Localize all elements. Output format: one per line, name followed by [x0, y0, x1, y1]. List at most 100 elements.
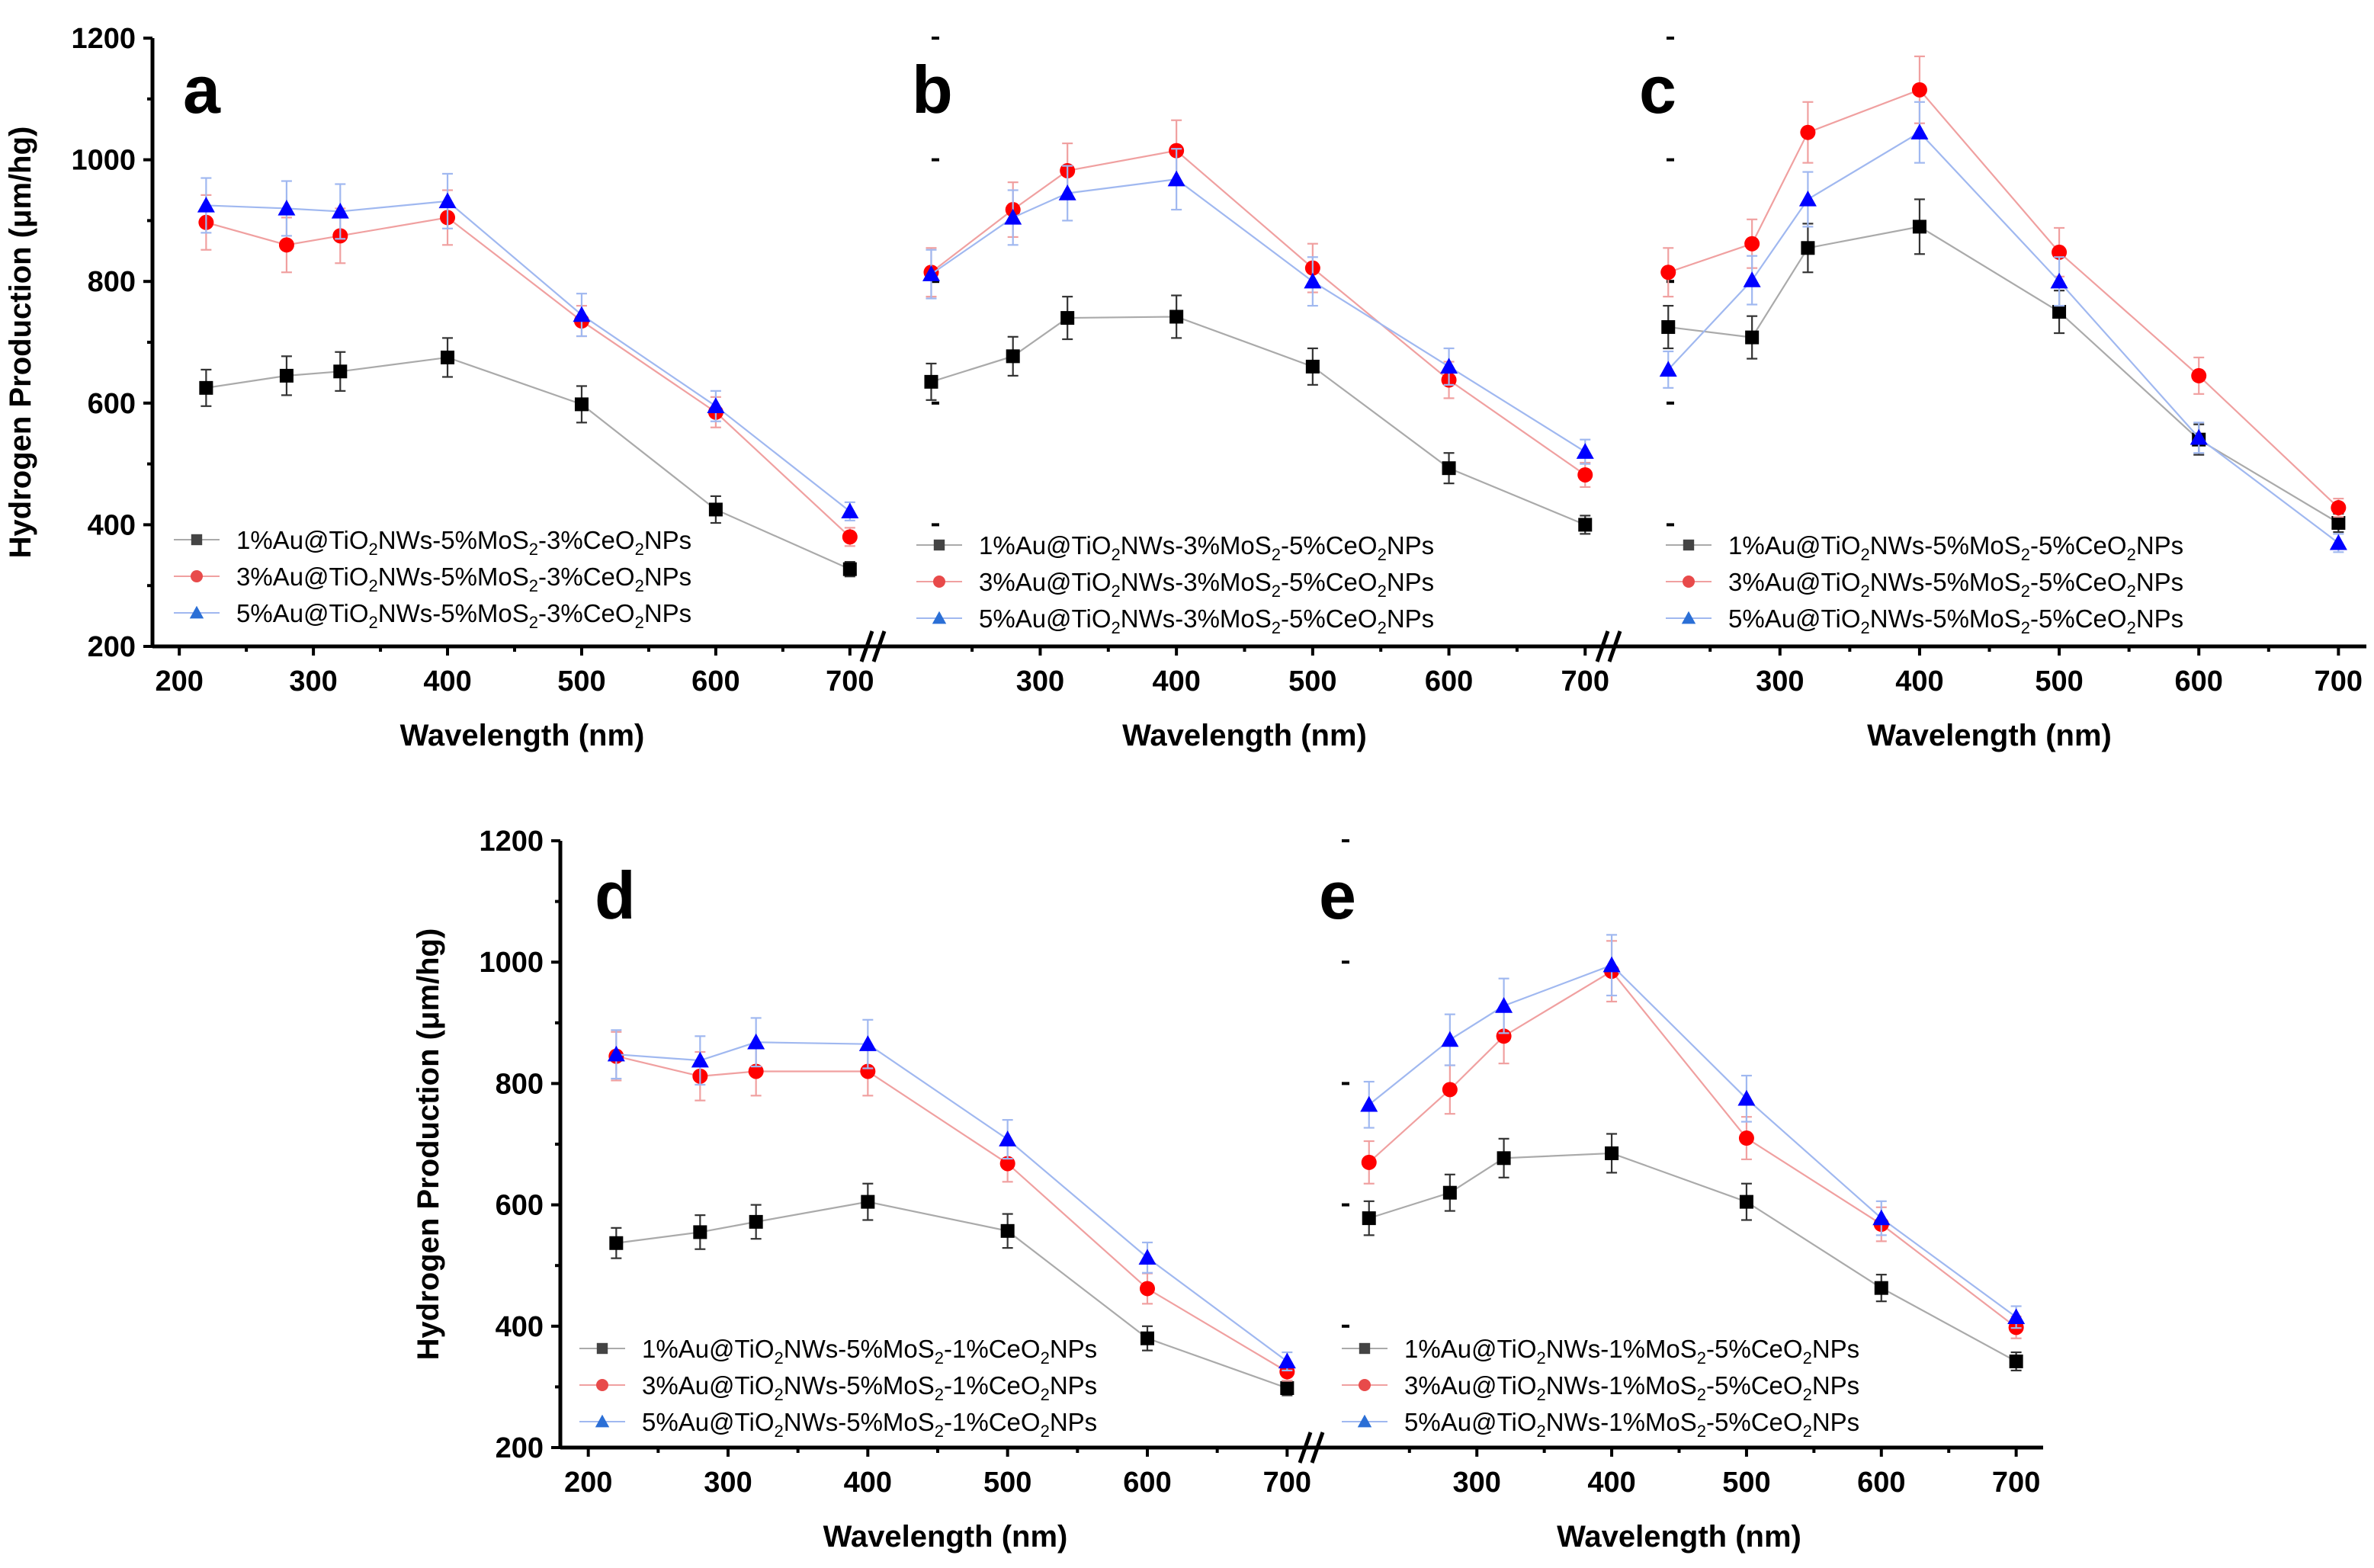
y-tick-label: 1000 [71, 145, 136, 177]
legend-label: 1%Au@TiO2NWs-5%MoS2-3%CeO2NPs [236, 526, 691, 559]
legend-label: 5%Au@TiO2NWs-5%MoS2-3%CeO2NPs [236, 599, 691, 632]
x-tick-label: 600 [1123, 1467, 1171, 1499]
data-point [1442, 461, 1456, 476]
x-tick-label: 300 [1453, 1467, 1501, 1499]
series-line [931, 316, 1586, 526]
series-line [1667, 88, 2340, 508]
x-tick-label: 300 [1756, 665, 1804, 697]
data-point [279, 368, 294, 383]
legend-entry: 1%Au@TiO2NWs-5%MoS2-3%CeO2NPs [174, 526, 691, 559]
x-tick-label: 400 [1895, 665, 1943, 697]
data-point [1872, 1209, 1891, 1226]
legend-entry: 1%Au@TiO2NWs-5%MoS2-1%CeO2NPs [579, 1335, 1097, 1368]
legend-label: 3%Au@TiO2NWs-1%MoS2-5%CeO2NPs [1404, 1371, 1859, 1404]
data-point [574, 397, 589, 412]
data-point [693, 1225, 707, 1239]
panel-letter: c [1639, 52, 1676, 127]
x-tick-label: 700 [2315, 665, 2363, 697]
x-tick-label: 500 [557, 665, 605, 697]
series-square [924, 294, 1593, 535]
data-point [1360, 1095, 1378, 1112]
data-point [278, 199, 296, 216]
legend-marker [1359, 1342, 1371, 1355]
x-tick-label: 700 [1263, 1467, 1311, 1499]
x-tick-label: 700 [826, 665, 874, 697]
y-tick-label: 1000 [479, 947, 544, 979]
series-line [1368, 1152, 2017, 1362]
x-tick-label: 600 [2175, 665, 2223, 697]
legend-marker [933, 576, 945, 588]
data-point [1280, 1380, 1294, 1395]
y-axis-title: Hydrogen Production (μm/hg) [4, 127, 37, 559]
data-point [749, 1214, 763, 1229]
data-point [1739, 1194, 1753, 1209]
legend-label: 3%Au@TiO2NWs-5%MoS2-5%CeO2NPs [1728, 568, 2183, 601]
series-triangle [1659, 101, 2347, 553]
x-tick-label: 400 [1587, 1467, 1635, 1499]
data-point [1798, 190, 1817, 207]
legend-entry: 3%Au@TiO2NWs-5%MoS2-1%CeO2NPs [579, 1371, 1097, 1404]
y-tick-label: 600 [496, 1190, 544, 1222]
legend-marker [1683, 539, 1695, 551]
series-circle [608, 1031, 1295, 1382]
axis-break-mark [859, 630, 874, 662]
panel-letter: d [595, 858, 636, 933]
x-tick-label: 500 [1288, 665, 1336, 697]
y-tick-label: 400 [496, 1311, 544, 1343]
series-circle [923, 119, 1593, 489]
legend-entry: 1%Au@TiO2NWs-5%MoS2-5%CeO2NPs [1666, 531, 2183, 564]
data-point [197, 196, 215, 213]
series-line [1667, 131, 2340, 544]
y-axis-title: Hydrogen Production (μm/hg) [412, 928, 445, 1361]
panel-e: 300 400 500 600 700 Wavelength (nm) e 1%Au@TiO2… [1315, 839, 2043, 1554]
data-point [2331, 500, 2347, 516]
data-point [2009, 1354, 2023, 1368]
data-point [999, 1156, 1015, 1172]
legend-marker [595, 1414, 610, 1428]
series-square [1661, 198, 2346, 534]
data-point [1060, 311, 1075, 325]
legend-entry: 3%Au@TiO2NWs-3%MoS2-5%CeO2NPs [916, 568, 1434, 601]
series-line [930, 149, 1586, 476]
data-point [842, 562, 857, 576]
series-line [616, 1055, 1288, 1373]
legend-entry: 3%Au@TiO2NWs-1%MoS2-5%CeO2NPs [1342, 1371, 1859, 1404]
x-axis-title: Wavelength (nm) [823, 1520, 1068, 1554]
legend-marker [1357, 1414, 1372, 1428]
legend-label: 5%Au@TiO2NWs-3%MoS2-5%CeO2NPs [979, 604, 1434, 637]
series-line [206, 200, 851, 512]
data-point [1495, 997, 1513, 1013]
data-point [1874, 1281, 1888, 1295]
series-line [206, 216, 851, 538]
data-point [2190, 428, 2208, 445]
legend-label: 3%Au@TiO2NWs-3%MoS2-5%CeO2NPs [979, 568, 1434, 601]
y-tick-label: 200 [496, 1432, 544, 1464]
series-line [1668, 226, 2339, 524]
data-point [1361, 1154, 1377, 1170]
legend-label: 3%Au@TiO2NWs-5%MoS2-3%CeO2NPs [236, 563, 691, 595]
data-point [1605, 1146, 1619, 1160]
legend-marker [1681, 611, 1696, 624]
legend-entry: 1%Au@TiO2NWs-1%MoS2-5%CeO2NPs [1342, 1335, 1859, 1368]
legend-entry: 3%Au@TiO2NWs-5%MoS2-5%CeO2NPs [1666, 568, 2183, 601]
legend-entry: 5%Au@TiO2NWs-1%MoS2-5%CeO2NPs [1342, 1408, 1859, 1441]
y-tick-label: 400 [88, 509, 136, 541]
data-point [1744, 236, 1760, 252]
data-point [573, 306, 591, 322]
series-circle [198, 189, 858, 547]
data-point [1140, 1281, 1155, 1297]
legend-marker [1683, 576, 1695, 588]
legend-marker [596, 1379, 608, 1391]
x-tick-label: 600 [1425, 665, 1473, 697]
data-point [747, 1033, 765, 1050]
data-point [861, 1194, 875, 1209]
data-point [2007, 1308, 2026, 1325]
data-point [607, 1045, 625, 1062]
series-triangle [197, 172, 859, 521]
panel-b: 300 400 500 600 700 Wavelength (nm) b 1%Au@TiO2… [877, 37, 1622, 752]
x-tick-label: 500 [1722, 1467, 1770, 1499]
legend-entry: 5%Au@TiO2NWs-3%MoS2-5%CeO2NPs [916, 604, 1434, 637]
x-tick-label: 600 [691, 665, 739, 697]
data-point [1167, 170, 1185, 187]
